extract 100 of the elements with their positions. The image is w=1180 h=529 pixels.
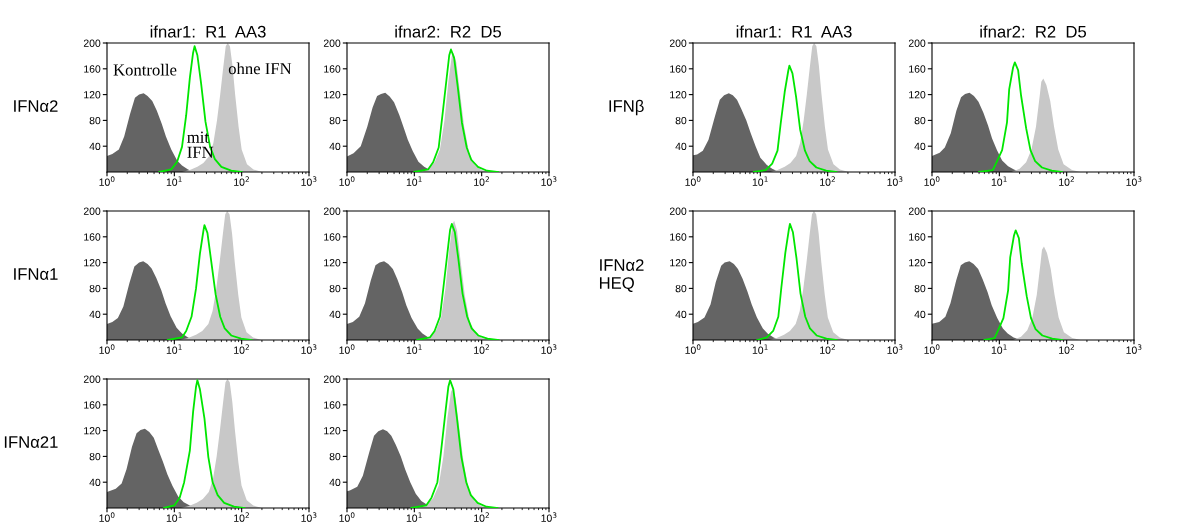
x-tick-label: 10$^{3}$ [1126, 344, 1142, 354]
y-tick-label: 80 [89, 452, 101, 461]
x-tick-label: 10$^{2}$ [1059, 344, 1074, 354]
y-tick-label: 80 [675, 284, 687, 293]
annotation: ohne IFN [228, 62, 292, 75]
x-tick-label: 10$^{0}$ [99, 176, 115, 186]
y-tick-label: 160 [670, 65, 687, 73]
y-tick-label: 80 [329, 116, 341, 125]
y-tick-label: 40 [914, 142, 926, 151]
x-tick-label: 10$^{2}$ [234, 512, 249, 522]
x-tick-label: 10$^{1}$ [752, 176, 768, 186]
y-tick-label: 160 [670, 233, 687, 241]
y-tick-label: 200 [908, 39, 926, 47]
y-axis-title: IFNα2 [14, 100, 58, 112]
x-tick-label: 10$^{0}$ [339, 344, 355, 354]
y-tick-label: 120 [84, 259, 101, 267]
x-tick-label: 10$^{0}$ [99, 512, 115, 522]
y-tick-label: 40 [89, 310, 101, 319]
x-tick-label: 10$^{3}$ [301, 344, 317, 354]
x-tick-label: 10$^{0}$ [685, 344, 701, 354]
x-tick-label: 10$^{1}$ [406, 344, 422, 354]
chart-title: ifnar1: R1 AA3 [150, 25, 266, 38]
x-tick-label: 10$^{2}$ [1059, 176, 1074, 186]
chart-title: ifnar1: R1 AA3 [736, 25, 852, 38]
x-tick-label: 10$^{1}$ [752, 344, 768, 354]
y-tick-label: 200 [323, 207, 341, 215]
y-tick-label: 120 [84, 427, 101, 435]
y-tick-label: 200 [669, 39, 687, 47]
x-tick-label: 10$^{2}$ [234, 176, 249, 186]
y-tick-label: 40 [89, 142, 101, 151]
y-tick-label: 40 [675, 142, 687, 151]
y-axis-title: IFNα1 [14, 268, 58, 280]
x-tick-label: 10$^{3}$ [887, 344, 903, 354]
x-tick-label: 10$^{2}$ [474, 176, 489, 186]
x-tick-label: 10$^{1}$ [991, 176, 1007, 186]
annotation: Kontrolle [113, 63, 177, 76]
y-tick-label: 120 [670, 91, 687, 99]
x-tick-label: 10$^{3}$ [301, 512, 317, 522]
x-tick-label: 10$^{2}$ [474, 344, 489, 354]
x-tick-label: 10$^{3}$ [1126, 176, 1142, 186]
y-axis-title: IFNα21 [4, 436, 58, 448]
y-tick-label: 200 [908, 207, 926, 215]
x-tick-label: 10$^{1}$ [406, 176, 422, 186]
y-axis-title: IFNα2 HEQ [599, 259, 644, 292]
x-tick-label: 10$^{2}$ [234, 344, 249, 354]
x-tick-label: 10$^{2}$ [474, 512, 489, 522]
y-tick-label: 160 [324, 233, 341, 241]
x-tick-label: 10$^{0}$ [924, 176, 940, 186]
y-tick-label: 160 [84, 233, 101, 241]
x-tick-label: 10$^{3}$ [541, 512, 557, 522]
y-tick-label: 80 [329, 452, 341, 461]
y-axis-title: IFNβ [609, 99, 644, 116]
x-tick-label: 10$^{0}$ [99, 344, 115, 354]
y-tick-label: 40 [675, 310, 687, 319]
x-tick-label: 10$^{0}$ [924, 344, 940, 354]
y-tick-label: 200 [669, 207, 687, 215]
y-tick-label: 160 [84, 65, 101, 73]
x-tick-label: 10$^{3}$ [541, 344, 557, 354]
y-tick-label: 80 [89, 284, 101, 293]
x-tick-label: 10$^{2}$ [820, 176, 835, 186]
x-tick-label: 10$^{1}$ [166, 512, 182, 522]
x-tick-label: 10$^{3}$ [887, 176, 903, 186]
x-tick-label: 10$^{1}$ [406, 512, 422, 522]
y-tick-label: 120 [324, 427, 341, 435]
y-tick-label: 160 [84, 401, 101, 409]
y-tick-label: 120 [909, 91, 926, 99]
y-tick-label: 120 [324, 259, 341, 267]
y-tick-label: 200 [83, 207, 101, 215]
y-tick-label: 80 [675, 116, 687, 125]
y-tick-label: 120 [909, 259, 926, 267]
chart-title: ifnar2: R2 D5 [395, 25, 502, 38]
y-tick-label: 40 [329, 478, 341, 487]
y-tick-label: 40 [329, 142, 341, 151]
y-tick-label: 80 [329, 284, 341, 293]
y-tick-label: 40 [914, 310, 926, 319]
x-tick-label: 10$^{0}$ [339, 176, 355, 186]
x-tick-label: 10$^{2}$ [820, 344, 835, 354]
y-tick-label: 120 [84, 91, 101, 99]
y-tick-label: 200 [83, 39, 101, 47]
y-tick-label: 80 [914, 116, 926, 125]
x-tick-label: 10$^{0}$ [339, 512, 355, 522]
y-tick-label: 160 [909, 233, 926, 241]
y-tick-label: 40 [329, 310, 341, 319]
x-tick-label: 10$^{1}$ [166, 176, 182, 186]
x-tick-label: 10$^{3}$ [301, 176, 317, 186]
y-tick-label: 80 [914, 284, 926, 293]
x-tick-label: 10$^{0}$ [685, 176, 701, 186]
chart-title: ifnar2: R2 D5 [980, 25, 1087, 38]
y-tick-label: 120 [670, 259, 687, 267]
y-tick-label: 40 [89, 478, 101, 487]
y-tick-label: 160 [324, 401, 341, 409]
y-tick-label: 160 [909, 65, 926, 73]
y-tick-label: 120 [324, 91, 341, 99]
y-tick-label: 200 [83, 375, 101, 383]
y-tick-label: 80 [89, 116, 101, 125]
x-tick-label: 10$^{3}$ [541, 176, 557, 186]
y-tick-label: 200 [323, 39, 341, 47]
y-tick-label: 160 [324, 65, 341, 73]
x-tick-label: 10$^{1}$ [166, 344, 182, 354]
x-tick-label: 10$^{1}$ [991, 344, 1007, 354]
